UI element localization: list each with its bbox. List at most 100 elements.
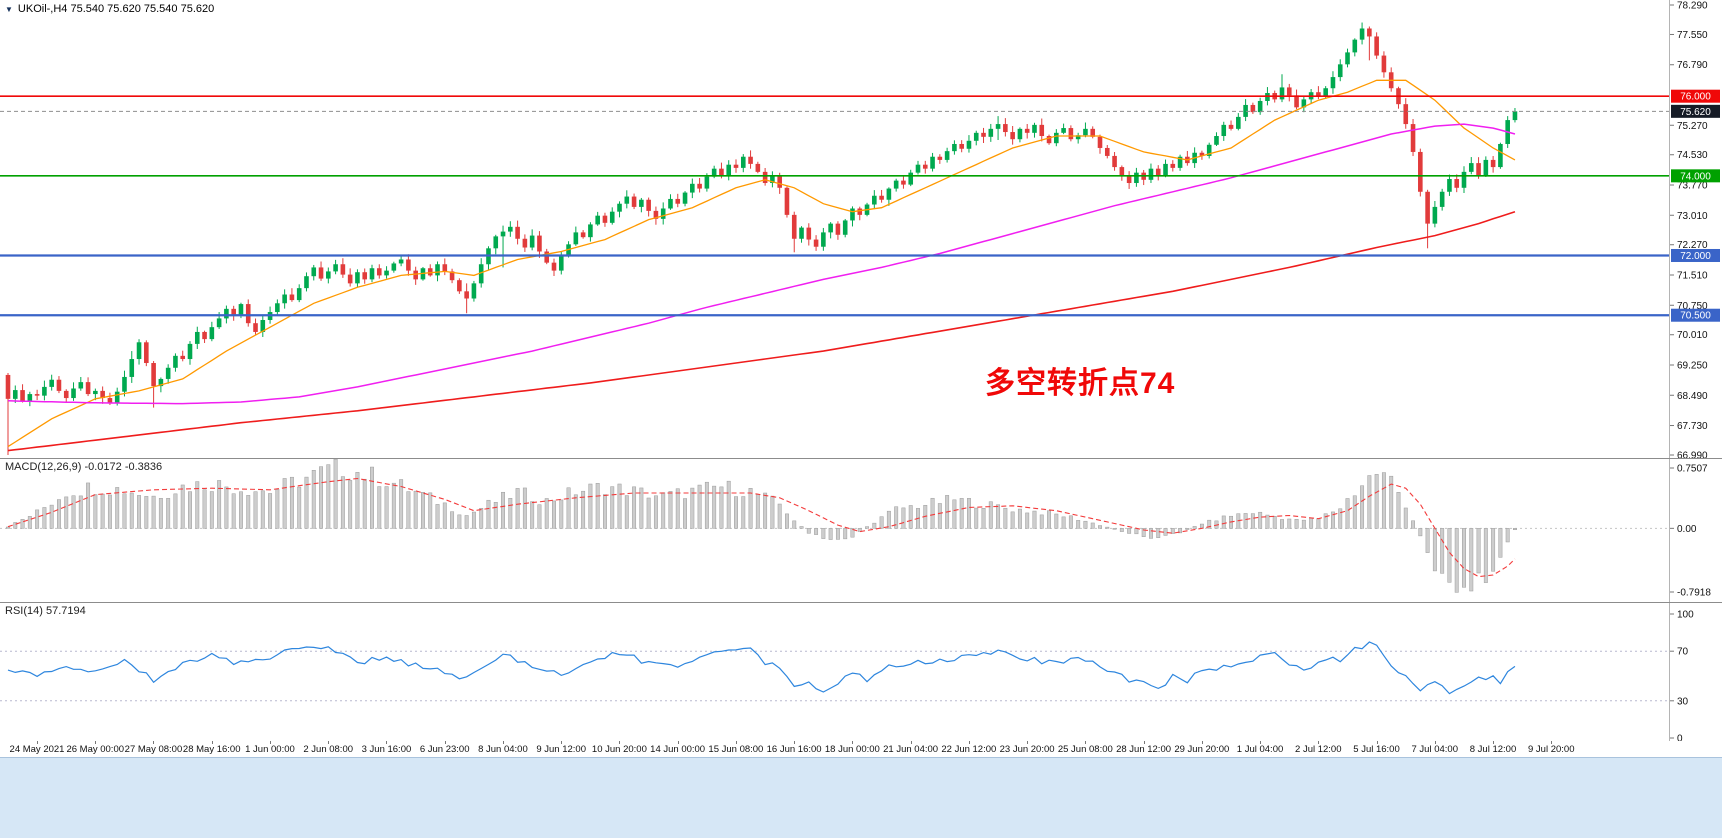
time-axis-tick bbox=[619, 741, 621, 744]
time-label: 22 Jun 12:00 bbox=[941, 744, 997, 755]
time-axis-tick bbox=[95, 741, 97, 744]
ohlc-readout: ▼ UKOil-,H4 75.540 75.620 75.540 75.620 bbox=[5, 3, 214, 15]
time-label: 25 Jun 08:00 bbox=[1057, 744, 1113, 755]
svg-text:78.290: 78.290 bbox=[1677, 1, 1708, 12]
time-label: 24 May 2021 bbox=[9, 744, 65, 755]
time-label: 5 Jul 16:00 bbox=[1353, 744, 1400, 755]
price-axis-border bbox=[1669, 0, 1670, 757]
time-label: 27 May 08:00 bbox=[124, 744, 183, 755]
time-axis-tick bbox=[386, 741, 388, 744]
time-label: 18 Jun 00:00 bbox=[824, 744, 880, 755]
svg-text:72.270: 72.270 bbox=[1677, 240, 1708, 251]
svg-text:0.00: 0.00 bbox=[1677, 524, 1697, 535]
svg-text:100: 100 bbox=[1677, 610, 1694, 621]
svg-text:70.750: 70.750 bbox=[1677, 301, 1708, 312]
time-label: 7 Jul 04:00 bbox=[1411, 744, 1458, 755]
panel-separator[interactable] bbox=[0, 458, 1722, 459]
svg-text:0.7507: 0.7507 bbox=[1677, 464, 1708, 475]
panel-separator[interactable] bbox=[0, 602, 1722, 603]
time-label: 29 Jun 20:00 bbox=[1174, 744, 1230, 755]
time-axis-tick bbox=[1085, 741, 1087, 744]
svg-text:0: 0 bbox=[1677, 734, 1683, 742]
price-chart-panel[interactable]: 78.290 77.550 76.790 75.270 74.530 73.770 73.0… bbox=[0, 0, 1722, 458]
time-axis-tick bbox=[502, 741, 504, 744]
time-axis-tick bbox=[153, 741, 155, 744]
time-axis-tick bbox=[1260, 741, 1262, 744]
svg-text:68.490: 68.490 bbox=[1677, 391, 1708, 402]
time-label: 21 Jun 04:00 bbox=[883, 744, 939, 755]
time-label: 26 May 00:00 bbox=[66, 744, 125, 755]
macd-indicator-label: MACD(12,26,9) -0.0172 -0.3836 bbox=[5, 461, 163, 473]
time-label: 6 Jun 23:00 bbox=[419, 744, 470, 755]
svg-text:70: 70 bbox=[1677, 647, 1689, 658]
ma-mid-line bbox=[7, 123, 1516, 405]
time-axis-tick bbox=[1434, 741, 1436, 744]
time-axis-tick bbox=[1027, 741, 1029, 744]
time-axis-tick bbox=[794, 741, 796, 744]
time-axis-tick bbox=[910, 741, 912, 744]
time-label: 23 Jun 20:00 bbox=[999, 744, 1055, 755]
time-axis[interactable]: 24 May 2021 26 May 00:00 27 May 08:00 28 Ma… bbox=[0, 741, 1722, 757]
time-axis-tick bbox=[677, 741, 679, 744]
time-label: 9 Jun 12:00 bbox=[536, 744, 586, 755]
time-label: 16 Jun 16:00 bbox=[766, 744, 822, 755]
svg-text:72.000: 72.000 bbox=[1680, 251, 1711, 262]
svg-text:71.510: 71.510 bbox=[1677, 271, 1708, 282]
candles-layer bbox=[5, 22, 1518, 455]
rsi-line bbox=[7, 641, 1516, 695]
macd-indicator-panel[interactable]: 0.7507 0.00 -0.7918 bbox=[0, 458, 1722, 602]
time-label: 9 Jul 20:00 bbox=[1527, 744, 1575, 755]
time-axis-tick bbox=[735, 741, 737, 744]
macd-signal-line bbox=[7, 477, 1516, 578]
time-axis-tick bbox=[1551, 741, 1553, 744]
time-label: 28 May 16:00 bbox=[182, 744, 241, 755]
time-label: 8 Jun 04:00 bbox=[478, 744, 528, 755]
rsi-indicator-panel[interactable]: 100 70 30 0 bbox=[0, 602, 1722, 741]
svg-text:30: 30 bbox=[1677, 696, 1689, 707]
svg-text:76.790: 76.790 bbox=[1677, 60, 1708, 71]
svg-text:73.770: 73.770 bbox=[1677, 181, 1708, 192]
svg-text:74.530: 74.530 bbox=[1677, 150, 1708, 161]
ma-slow-line bbox=[7, 210, 1516, 452]
svg-text:74.000: 74.000 bbox=[1680, 171, 1711, 182]
svg-text:75.620: 75.620 bbox=[1680, 107, 1711, 118]
macd-histogram bbox=[6, 458, 1517, 593]
time-axis-tick bbox=[211, 741, 213, 744]
svg-text:75.270: 75.270 bbox=[1677, 121, 1708, 132]
time-axis-tick bbox=[968, 741, 970, 744]
time-axis-tick bbox=[1201, 741, 1203, 744]
time-axis-tick bbox=[1376, 741, 1378, 744]
time-axis-tick bbox=[1318, 741, 1320, 744]
time-axis-tick bbox=[444, 741, 446, 744]
svg-text:67.730: 67.730 bbox=[1677, 421, 1708, 432]
svg-text:66.990: 66.990 bbox=[1677, 451, 1708, 459]
ma-fast-line bbox=[7, 79, 1516, 448]
time-label: 3 Jun 16:00 bbox=[361, 744, 412, 755]
svg-text:69.250: 69.250 bbox=[1677, 361, 1708, 372]
symbol-marker-icon: ▼ bbox=[5, 4, 13, 14]
rsi-indicator-label: RSI(14) 57.7194 bbox=[5, 605, 86, 617]
price-axis-labels: 78.290 77.550 76.790 75.270 74.530 73.770 73.0… bbox=[1670, 1, 1720, 459]
rsi-axis-labels: 100 70 30 0 bbox=[1670, 610, 1694, 742]
svg-text:-0.7918: -0.7918 bbox=[1677, 588, 1711, 599]
time-axis-tick bbox=[1493, 741, 1494, 744]
macd-axis-labels: 0.7507 0.00 -0.7918 bbox=[1670, 464, 1711, 599]
svg-text:73.010: 73.010 bbox=[1677, 211, 1708, 222]
time-axis-tick bbox=[1143, 741, 1145, 744]
time-label: 15 Jun 08:00 bbox=[708, 744, 764, 755]
time-label: 10 Jun 20:00 bbox=[591, 744, 647, 755]
horizontal-scrollbar-area[interactable] bbox=[0, 757, 1722, 838]
time-label: 2 Jul 12:00 bbox=[1295, 744, 1342, 755]
time-label: 1 Jul 04:00 bbox=[1236, 744, 1284, 755]
horizontal-level-lines bbox=[0, 95, 1670, 317]
time-axis-tick bbox=[561, 741, 563, 744]
time-label: 1 Jun 00:00 bbox=[245, 744, 295, 755]
time-label: 2 Jun 08:00 bbox=[303, 744, 354, 755]
time-label: 28 Jun 12:00 bbox=[1116, 744, 1172, 755]
svg-text:76.000: 76.000 bbox=[1680, 92, 1711, 103]
svg-text:70.010: 70.010 bbox=[1677, 330, 1708, 341]
svg-text:70.500: 70.500 bbox=[1680, 311, 1711, 322]
time-axis-tick bbox=[37, 741, 38, 744]
time-label: 8 Jul 12:00 bbox=[1469, 744, 1517, 755]
